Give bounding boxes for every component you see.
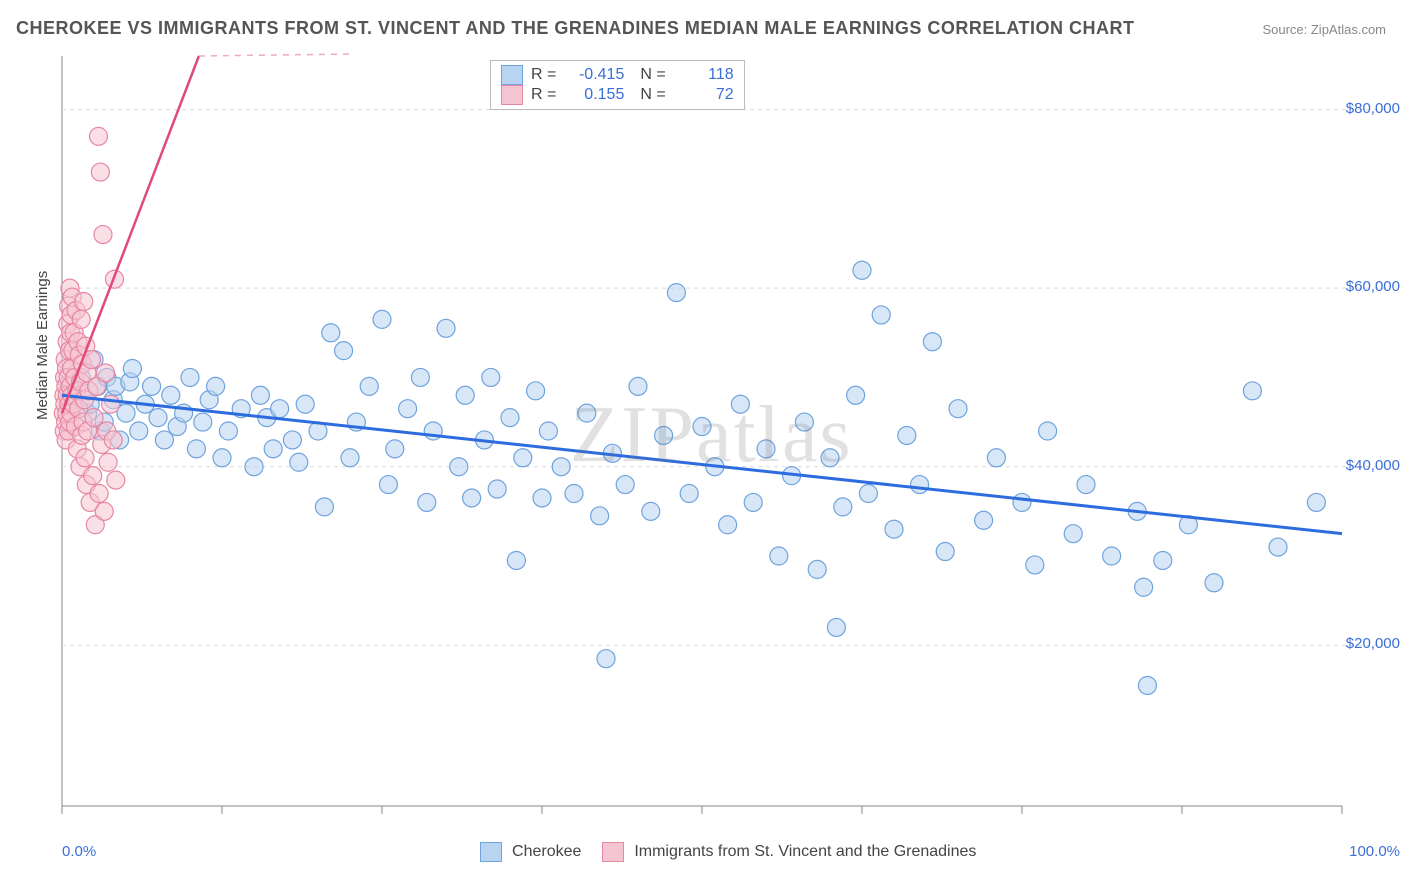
scatter-plot [50,50,1390,840]
y-grid-label: $80,000 [1346,100,1400,117]
legend-row-1: R = -0.415 N = 118 [501,65,734,85]
legend-r-label: R = [531,86,556,104]
chart-container: Median Male Earnings R = -0.415 N = 118 … [50,50,1390,840]
legend-r-value-1: -0.415 [564,66,624,84]
legend-r-label: R = [531,66,556,84]
legend-series-2-label: Immigrants from St. Vincent and the Gren… [634,843,976,860]
y-grid-label: $60,000 [1346,278,1400,295]
y-grid-label: $20,000 [1346,635,1400,652]
source-label: Source: ZipAtlas.com [1262,22,1386,37]
legend-r-value-2: 0.155 [564,86,624,104]
correlation-legend: R = -0.415 N = 118 R = 0.155 N = 72 [490,60,745,110]
series-legend: Cherokee Immigrants from St. Vincent and… [50,842,1390,862]
legend-n-label: N = [640,86,665,104]
legend-swatch-1b [480,842,502,862]
y-axis-label: Median Male Earnings [34,271,51,420]
legend-swatch-2b [602,842,624,862]
legend-row-2: R = 0.155 N = 72 [501,85,734,105]
legend-n-value-1: 118 [674,66,734,84]
legend-n-value-2: 72 [674,86,734,104]
legend-swatch-1 [501,65,523,85]
y-grid-label: $40,000 [1346,457,1400,474]
legend-n-label: N = [640,66,665,84]
legend-series-1-label: Cherokee [512,843,581,860]
legend-swatch-2 [501,85,523,105]
chart-title: CHEROKEE VS IMMIGRANTS FROM ST. VINCENT … [16,18,1135,39]
